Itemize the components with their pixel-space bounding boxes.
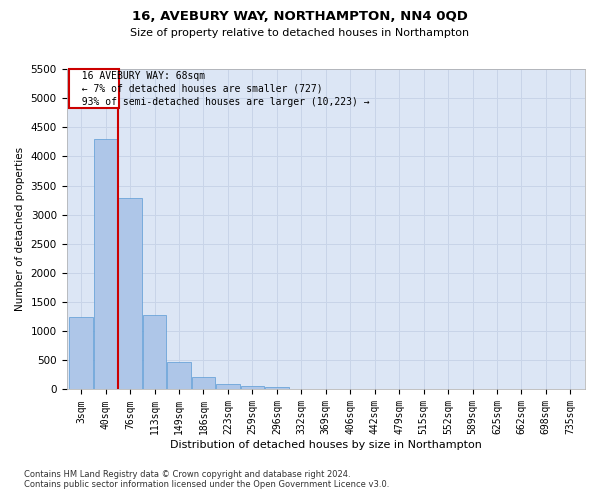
Text: Size of property relative to detached houses in Northampton: Size of property relative to detached ho… [130, 28, 470, 38]
Bar [191, 377, 215, 390]
X-axis label: Distribution of detached houses by size in Northampton: Distribution of detached houses by size … [170, 440, 482, 450]
Bar [118, 198, 142, 390]
Bar [143, 316, 166, 390]
Bar [167, 362, 191, 390]
Y-axis label: Number of detached properties: Number of detached properties [15, 147, 25, 312]
Bar [265, 386, 289, 390]
Bar [94, 139, 118, 390]
Bar [216, 384, 240, 390]
Text: Contains HM Land Registry data © Crown copyright and database right 2024.
Contai: Contains HM Land Registry data © Crown c… [24, 470, 389, 489]
Text: 16 AVEBURY WAY: 68sqm
  ← 7% of detached houses are smaller (727)
  93% of semi-: 16 AVEBURY WAY: 68sqm ← 7% of detached h… [70, 70, 370, 107]
Bar [241, 386, 264, 390]
Text: 16, AVEBURY WAY, NORTHAMPTON, NN4 0QD: 16, AVEBURY WAY, NORTHAMPTON, NN4 0QD [132, 10, 468, 23]
FancyBboxPatch shape [69, 69, 119, 108]
Bar [70, 316, 93, 390]
